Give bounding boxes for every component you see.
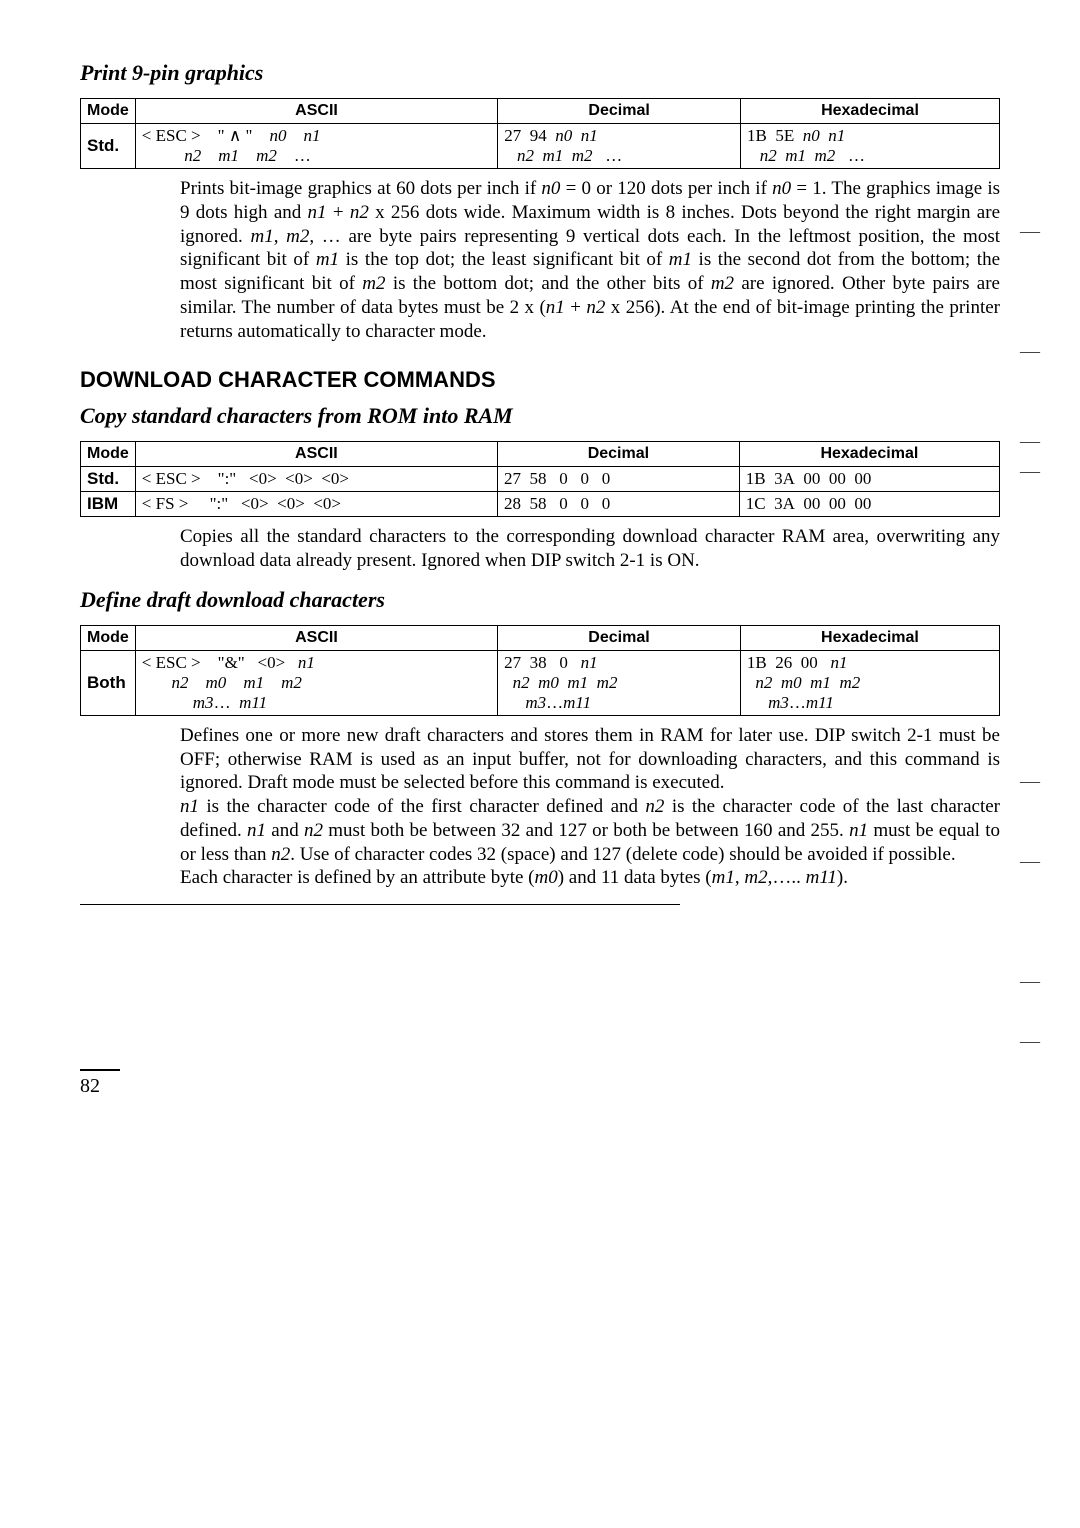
section2-body: Copies all the standard characters to th… [80, 525, 1000, 573]
section1-table: Mode ASCII Decimal Hexadecimal Std. < ES… [80, 98, 1000, 169]
col-header-hex: Hexadecimal [740, 99, 999, 124]
row-mode: Both [81, 650, 136, 715]
scan-mark: — [1020, 850, 1040, 873]
row1-ascii: < ESC > ":" <0> <0> <0> [135, 467, 497, 492]
row-decimal: 27 38 0 n1 n2 m0 m1 m2 m3…m11 [498, 650, 741, 715]
row-ascii: < ESC > "&" <0> n1 n2 m0 m1 m2 m3… m11 [135, 650, 497, 715]
row2-decimal: 28 58 0 0 0 [498, 492, 740, 517]
col-header-mode: Mode [81, 99, 136, 124]
hex-l2: n2 m1 m2 … [747, 146, 865, 165]
section2-table: Mode ASCII Decimal Hexadecimal Std. < ES… [80, 441, 1000, 517]
col-header-decimal: Decimal [498, 442, 740, 467]
section2-title: Copy standard characters from ROM into R… [80, 403, 1000, 429]
col-header-ascii: ASCII [135, 625, 497, 650]
section-print-9pin: Print 9-pin graphics Mode ASCII Decimal … [80, 60, 1000, 343]
section3-table: Mode ASCII Decimal Hexadecimal Both < ES… [80, 625, 1000, 716]
scan-mark: — [1020, 1030, 1040, 1053]
col-header-hex: Hexadecimal [739, 442, 999, 467]
row1-hex: 1B 3A 00 00 00 [739, 467, 999, 492]
col-header-decimal: Decimal [498, 625, 741, 650]
section1-body: Prints bit-image graphics at 60 dots per… [80, 177, 1000, 343]
row1-decimal: 27 58 0 0 0 [498, 467, 740, 492]
dec-l1: 27 94 n0 n1 [504, 126, 598, 145]
section3-title: Define draft download characters [80, 587, 1000, 613]
col-header-mode: Mode [81, 442, 136, 467]
hex-l1: 1B 5E n0 n1 [747, 126, 845, 145]
ascii-l1: < ESC > " ∧ " n0 n1 [142, 126, 321, 145]
row-ascii: < ESC > " ∧ " n0 n1 n2 m1 m2 … [135, 124, 497, 169]
section-copy-rom: Copy standard characters from ROM into R… [80, 403, 1000, 573]
col-header-decimal: Decimal [498, 99, 741, 124]
row2-hex: 1C 3A 00 00 00 [739, 492, 999, 517]
page-number: 82 [80, 1069, 120, 1098]
row-mode: Std. [81, 124, 136, 169]
col-header-hex: Hexadecimal [740, 625, 999, 650]
ascii-l2: n2 m1 m2 … [142, 146, 311, 165]
footer-rule [80, 904, 680, 905]
scan-mark: — [1020, 220, 1040, 243]
section1-title: Print 9-pin graphics [80, 60, 1000, 86]
col-header-mode: Mode [81, 625, 136, 650]
row1-mode: Std. [81, 467, 136, 492]
row-decimal: 27 94 n0 n1 n2 m1 m2 … [498, 124, 741, 169]
row-hex: 1B 26 00 n1 n2 m0 m1 m2 m3…m11 [740, 650, 999, 715]
row-hex: 1B 5E n0 n1 n2 m1 m2 … [740, 124, 999, 169]
col-header-ascii: ASCII [135, 99, 497, 124]
scan-mark: — [1020, 430, 1040, 453]
section3-body: Defines one or more new draft characters… [80, 724, 1000, 890]
scan-mark: — [1020, 460, 1040, 483]
scan-mark: — [1020, 340, 1040, 363]
col-header-ascii: ASCII [135, 442, 497, 467]
row2-ascii: < FS > ":" <0> <0> <0> [135, 492, 497, 517]
scan-mark: — [1020, 970, 1040, 993]
section-define-draft: Define draft download characters Mode AS… [80, 587, 1000, 890]
row2-mode: IBM [81, 492, 136, 517]
dec-l2: n2 m1 m2 … [504, 146, 622, 165]
download-heading: DOWNLOAD CHARACTER COMMANDS [80, 367, 1000, 393]
scan-mark: — [1020, 770, 1040, 793]
